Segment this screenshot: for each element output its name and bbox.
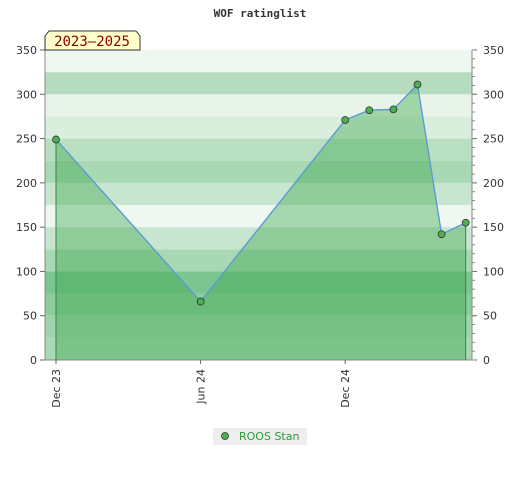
y-tick-label-left: 200 — [16, 177, 37, 190]
grid-band — [45, 138, 472, 161]
data-point[interactable] — [413, 80, 422, 89]
y-tick-label-left: 350 — [16, 44, 37, 57]
y-tick-label-left: 0 — [30, 354, 37, 367]
series-area — [56, 84, 466, 361]
y-tick-label-right: 100 — [483, 265, 504, 278]
y-tick-label-right: 250 — [483, 133, 504, 146]
grid-band — [45, 249, 472, 272]
y-tick-label-right: 0 — [483, 354, 490, 367]
y-tick-label-left: 250 — [16, 133, 37, 146]
y-tick-label-right: 50 — [483, 310, 497, 323]
data-point[interactable] — [196, 297, 205, 306]
x-tick-label: Jun 24 — [195, 369, 208, 405]
grid-band — [45, 94, 472, 117]
grid-band — [45, 50, 472, 73]
badge-box — [44, 30, 141, 51]
y-tick-label-right: 200 — [483, 177, 504, 190]
grid-band — [45, 315, 472, 338]
axes: 0 0 50 50 100 100 150 150 200 200 250 250 300 300 350 3… — [16, 44, 504, 408]
chart-title: WOF ratinglist — [214, 7, 307, 20]
grid-band — [45, 271, 472, 294]
background-bands — [45, 50, 472, 360]
y-tick-label-left: 50 — [23, 310, 37, 323]
y-tick-label-right: 300 — [483, 88, 504, 101]
grid-band — [45, 227, 472, 250]
series-layer — [52, 80, 470, 361]
data-point[interactable] — [365, 106, 374, 115]
x-tick-label: Dec 24 — [339, 369, 352, 408]
legend-series-label: ROOS Stan — [239, 430, 299, 443]
grid-band — [45, 337, 472, 360]
x-tick-label: Dec 23 — [50, 369, 63, 408]
y-tick-label-left: 300 — [16, 88, 37, 101]
legend-box — [213, 428, 307, 445]
grid-band — [45, 205, 472, 228]
data-point[interactable] — [389, 105, 398, 114]
data-point[interactable] — [437, 230, 446, 239]
y-tick-label-left: 100 — [16, 265, 37, 278]
data-point[interactable] — [52, 135, 60, 144]
legend-marker-icon — [221, 432, 229, 440]
legend[interactable]: ROOS Stan — [213, 428, 307, 445]
grid-band — [45, 72, 472, 95]
y-tick-label-right: 150 — [483, 221, 504, 234]
y-tick-label-right: 350 — [483, 44, 504, 57]
series-line — [55, 83, 467, 303]
badge-text: 2023–2025 — [54, 34, 130, 50]
data-point[interactable] — [341, 116, 350, 124]
y-tick-label-left: 150 — [16, 221, 37, 234]
grid-band — [45, 160, 472, 183]
grid-band — [45, 116, 472, 139]
grid-band — [45, 293, 472, 316]
grid-band — [45, 182, 472, 205]
date-range-badge: 2023–2025 — [44, 30, 141, 51]
data-point[interactable] — [461, 218, 470, 227]
